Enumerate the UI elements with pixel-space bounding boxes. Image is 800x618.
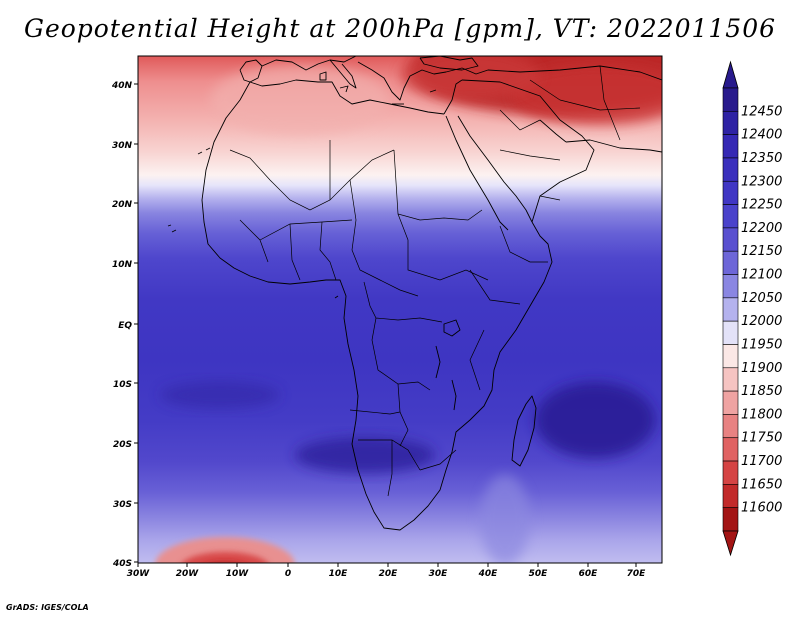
colorbar-swatch	[722, 250, 739, 275]
lat-label-20s: 20S	[113, 440, 132, 450]
colorbar-label: 11750	[741, 431, 782, 446]
grads-credit: GrADS: IGES/COLA	[6, 603, 89, 612]
colorbar-label: 11950	[741, 337, 782, 352]
lat-label-20n: 20N	[112, 200, 133, 210]
colorbar-swatch	[722, 204, 739, 229]
lon-label-0: 0	[285, 569, 291, 579]
colorbar: 12450 12400 12350 12300 12250 12200 12150 12100…	[722, 60, 782, 557]
lon-label-30e: 30E	[429, 569, 449, 579]
lat-label-30s: 30S	[113, 500, 132, 510]
colorbar-swatch	[722, 227, 739, 252]
colorbar-label: 12350	[741, 151, 782, 166]
colorbar-label: 12100	[741, 268, 782, 283]
lon-label-30w: 30W	[127, 569, 151, 579]
height-field	[138, 56, 662, 563]
colorbar-label: 11850	[741, 384, 782, 399]
lon-label-20e: 20E	[379, 569, 399, 579]
colorbar-label: 12300	[741, 174, 782, 189]
colorbar-label: 12200	[741, 221, 782, 236]
lon-label-40e: 40E	[478, 569, 499, 579]
lat-label-10s: 10S	[113, 380, 132, 390]
colorbar-swatch	[722, 507, 739, 532]
colorbar-swatch	[722, 437, 739, 462]
lon-label-10e: 10E	[329, 569, 349, 579]
lat-label-eq: EQ	[118, 321, 132, 331]
colorbar-swatch	[722, 484, 739, 508]
lon-label-10w: 10W	[226, 569, 250, 579]
map-title: Geopotential Height at 200hPa [gpm], VT:…	[23, 14, 777, 43]
colorbar-min-arrow	[722, 530, 739, 557]
colorbar-label: 11900	[741, 361, 782, 376]
lat-label-40n: 40N	[111, 81, 133, 91]
colorbar-max-arrow	[722, 60, 739, 89]
colorbar-swatch	[722, 390, 739, 415]
colorbar-label: 12400	[741, 128, 782, 143]
colorbar-swatch	[722, 344, 739, 369]
colorbar-swatch	[722, 87, 739, 112]
colorbar-swatch	[722, 157, 739, 182]
lon-labels: 30W 20W 10W 0 10E 20E 30E 40E 50E 60E 70…	[127, 569, 646, 579]
lon-label-20w: 20W	[176, 569, 200, 579]
country-borders	[229, 65, 641, 497]
coastlines	[167, 56, 662, 531]
colorbar-swatch	[722, 111, 739, 135]
colorbar-swatch	[722, 320, 739, 345]
colorbar-label: 12450	[741, 104, 782, 119]
colorbar-swatch	[722, 414, 739, 439]
colorbar-label: 11800	[741, 407, 782, 422]
colorbar-swatch	[722, 180, 739, 205]
colorbar-label: 11700	[741, 454, 782, 469]
axis-ticks	[134, 83, 637, 567]
lat-label-30n: 30N	[112, 141, 133, 151]
colorbar-label: 11600	[741, 501, 782, 516]
colorbar-swatch	[722, 297, 739, 322]
lon-label-50e: 50E	[529, 569, 549, 579]
lon-label-70e: 70E	[627, 569, 647, 579]
colorbar-swatch	[722, 367, 739, 392]
colorbar-swatch	[722, 134, 739, 159]
colorbar-label: 12250	[741, 198, 782, 213]
lon-label-60e: 60E	[579, 569, 599, 579]
colorbar-label: 12000	[741, 314, 782, 329]
lat-label-40s: 40S	[112, 559, 132, 569]
colorbar-label: 12150	[741, 244, 782, 259]
colorbar-swatch	[722, 460, 739, 485]
plot-frame	[137, 55, 663, 564]
colorbar-swatch	[722, 274, 739, 299]
lat-labels: 40N 30N 20N 10N EQ 10S 20S 30S 40S	[111, 81, 133, 569]
lat-label-10n: 10N	[112, 260, 133, 270]
colorbar-label: 11650	[741, 477, 782, 492]
colorbar-label: 12050	[741, 291, 782, 306]
